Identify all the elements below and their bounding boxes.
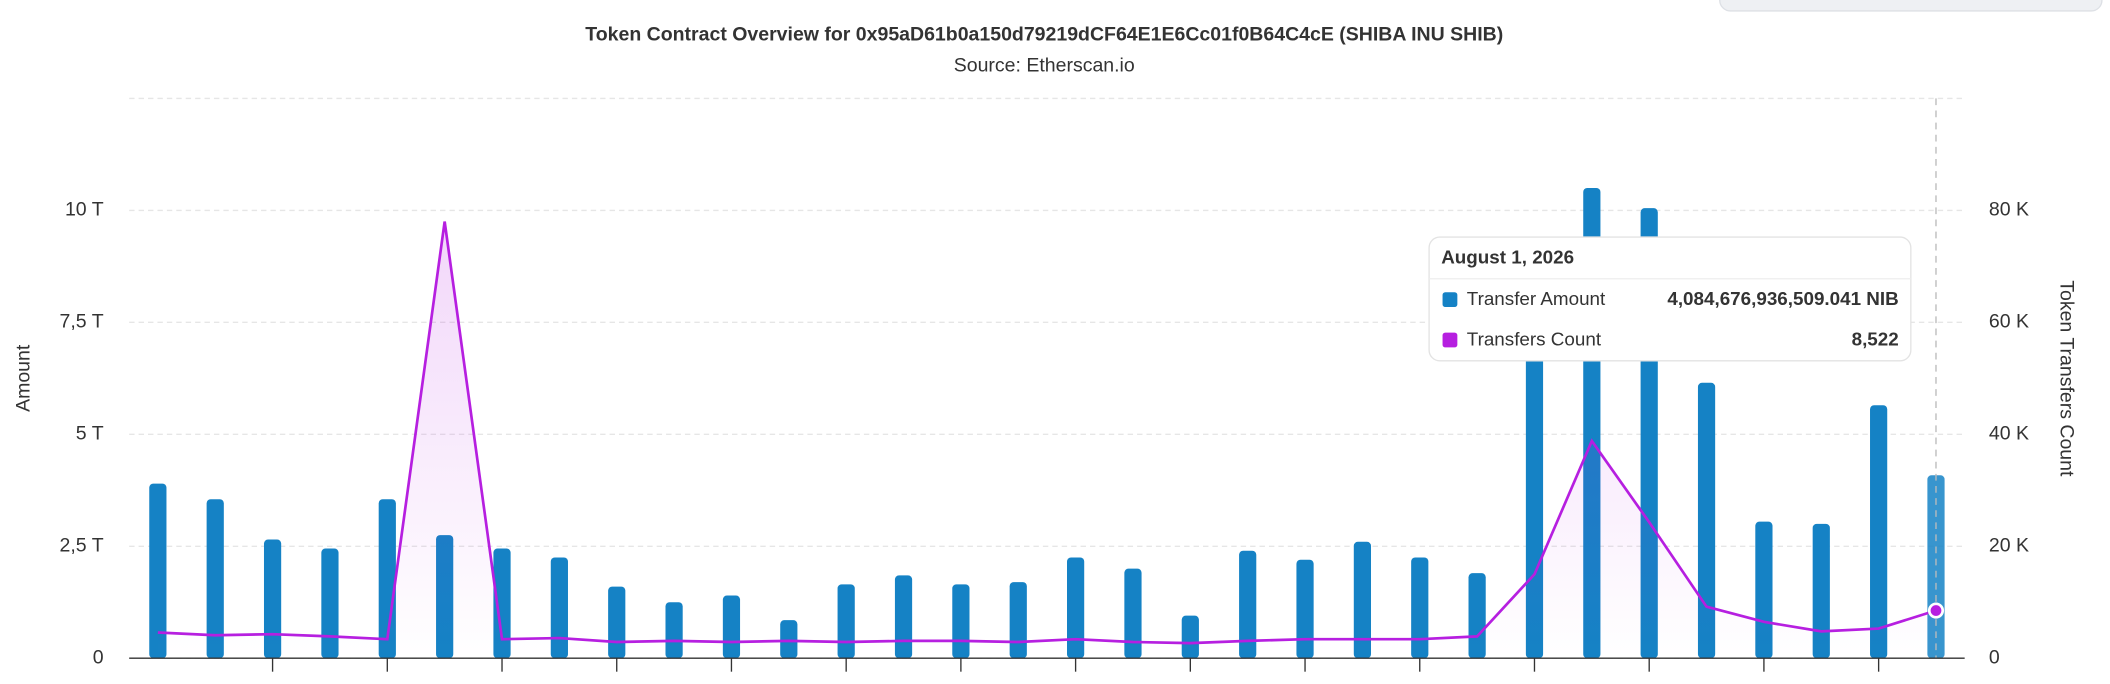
y-tick-label: 0 [93,646,104,668]
bar [1239,550,1257,659]
chart-subtitle: Source: Etherscan.io [954,54,1135,76]
tooltip-series-name: Transfers Count [1467,329,1602,350]
toolbar-button[interactable] [1719,0,2103,12]
hover-point [1927,602,1945,619]
bar [263,539,282,659]
bar [550,557,568,659]
bar [1009,582,1027,659]
bar [837,584,855,659]
bar [608,586,626,659]
tooltip-marker [1442,332,1458,348]
y2-tick-label: 40 K [1989,422,2029,444]
tooltip-value: 4,084,676,936,509.041 NIB [1667,288,1898,309]
y-tick-label: 5 T [76,422,104,444]
tooltip-marker [1442,292,1458,308]
y2-axis-title: Token Transfers Count [2055,280,2077,477]
line [157,221,1937,645]
bar [149,483,167,659]
chart-title: Token Contract Overview for 0x95aD61b0a1… [585,23,1503,45]
y2-tick-label: 60 K [1989,311,2029,333]
tooltip-box [1428,236,1912,362]
tooltip-value: 8,522 [1852,329,1899,350]
y-tick-label: 7,5 T [60,311,104,333]
bar [206,499,224,659]
bar [1812,523,1830,659]
y2-tick-label: 80 K [1989,199,2029,221]
y-tick-label: 2,5 T [60,534,104,556]
plot-area: 0 2,5 T 5 T 7,5 T 10 T 0 20 K 40 K 60 K 80 K [60,98,2029,672]
tooltip-title: August 1, 2026 [1441,247,1574,268]
y-tick-label: 10 T [65,199,104,221]
bar [1411,557,1429,659]
overlay: August 1, 2026 Transfer Amount 4,084,676,9… [1428,236,1945,619]
y2-tick-label: 20 K [1989,534,2029,556]
bar [1296,559,1314,659]
y2-tick-label: 0 [1989,646,2000,668]
bar [1697,382,1716,659]
bar [1870,405,1888,659]
bar [1124,568,1142,659]
y-axis-title: Amount [12,344,34,412]
bar [1067,557,1085,659]
bar [894,575,913,659]
bar [1353,541,1372,659]
tooltip-series-name: Transfer Amount [1467,288,1606,309]
bar [321,548,339,659]
